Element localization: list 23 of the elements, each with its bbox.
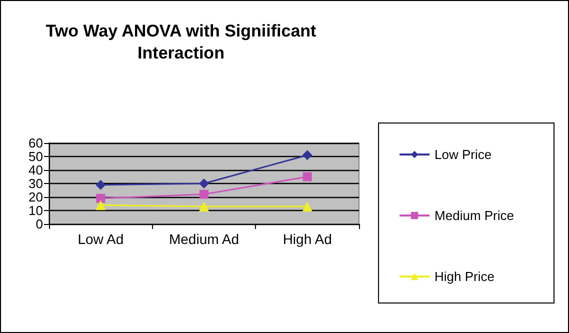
legend-label: High Price bbox=[434, 269, 494, 284]
chart-title: Two Way ANOVA with Signiificant Interaction bbox=[46, 22, 317, 62]
point bbox=[200, 190, 208, 199]
point bbox=[199, 201, 209, 212]
y-tick-label: 0 bbox=[36, 216, 43, 232]
y-tick-label: 50 bbox=[28, 149, 43, 164]
legend-label: Medium Price bbox=[434, 208, 514, 223]
point bbox=[302, 172, 312, 182]
y-tick-label: 10 bbox=[28, 203, 43, 218]
point bbox=[96, 194, 106, 203]
legend-label: Low Price bbox=[434, 147, 492, 162]
point bbox=[302, 150, 312, 160]
x-tick-label: Low Ad bbox=[78, 231, 124, 247]
point bbox=[199, 178, 209, 188]
y-tick-label: 40 bbox=[28, 162, 43, 178]
y-tick-label: 60 bbox=[28, 136, 43, 150]
y-tick-label: 30 bbox=[28, 176, 43, 191]
x-tick-label: Medium Ad bbox=[168, 231, 240, 247]
point bbox=[96, 180, 106, 190]
point bbox=[96, 200, 106, 210]
y-tick-label: 20 bbox=[28, 190, 43, 204]
x-tick-label: High Ad bbox=[282, 231, 332, 247]
point bbox=[302, 201, 312, 212]
